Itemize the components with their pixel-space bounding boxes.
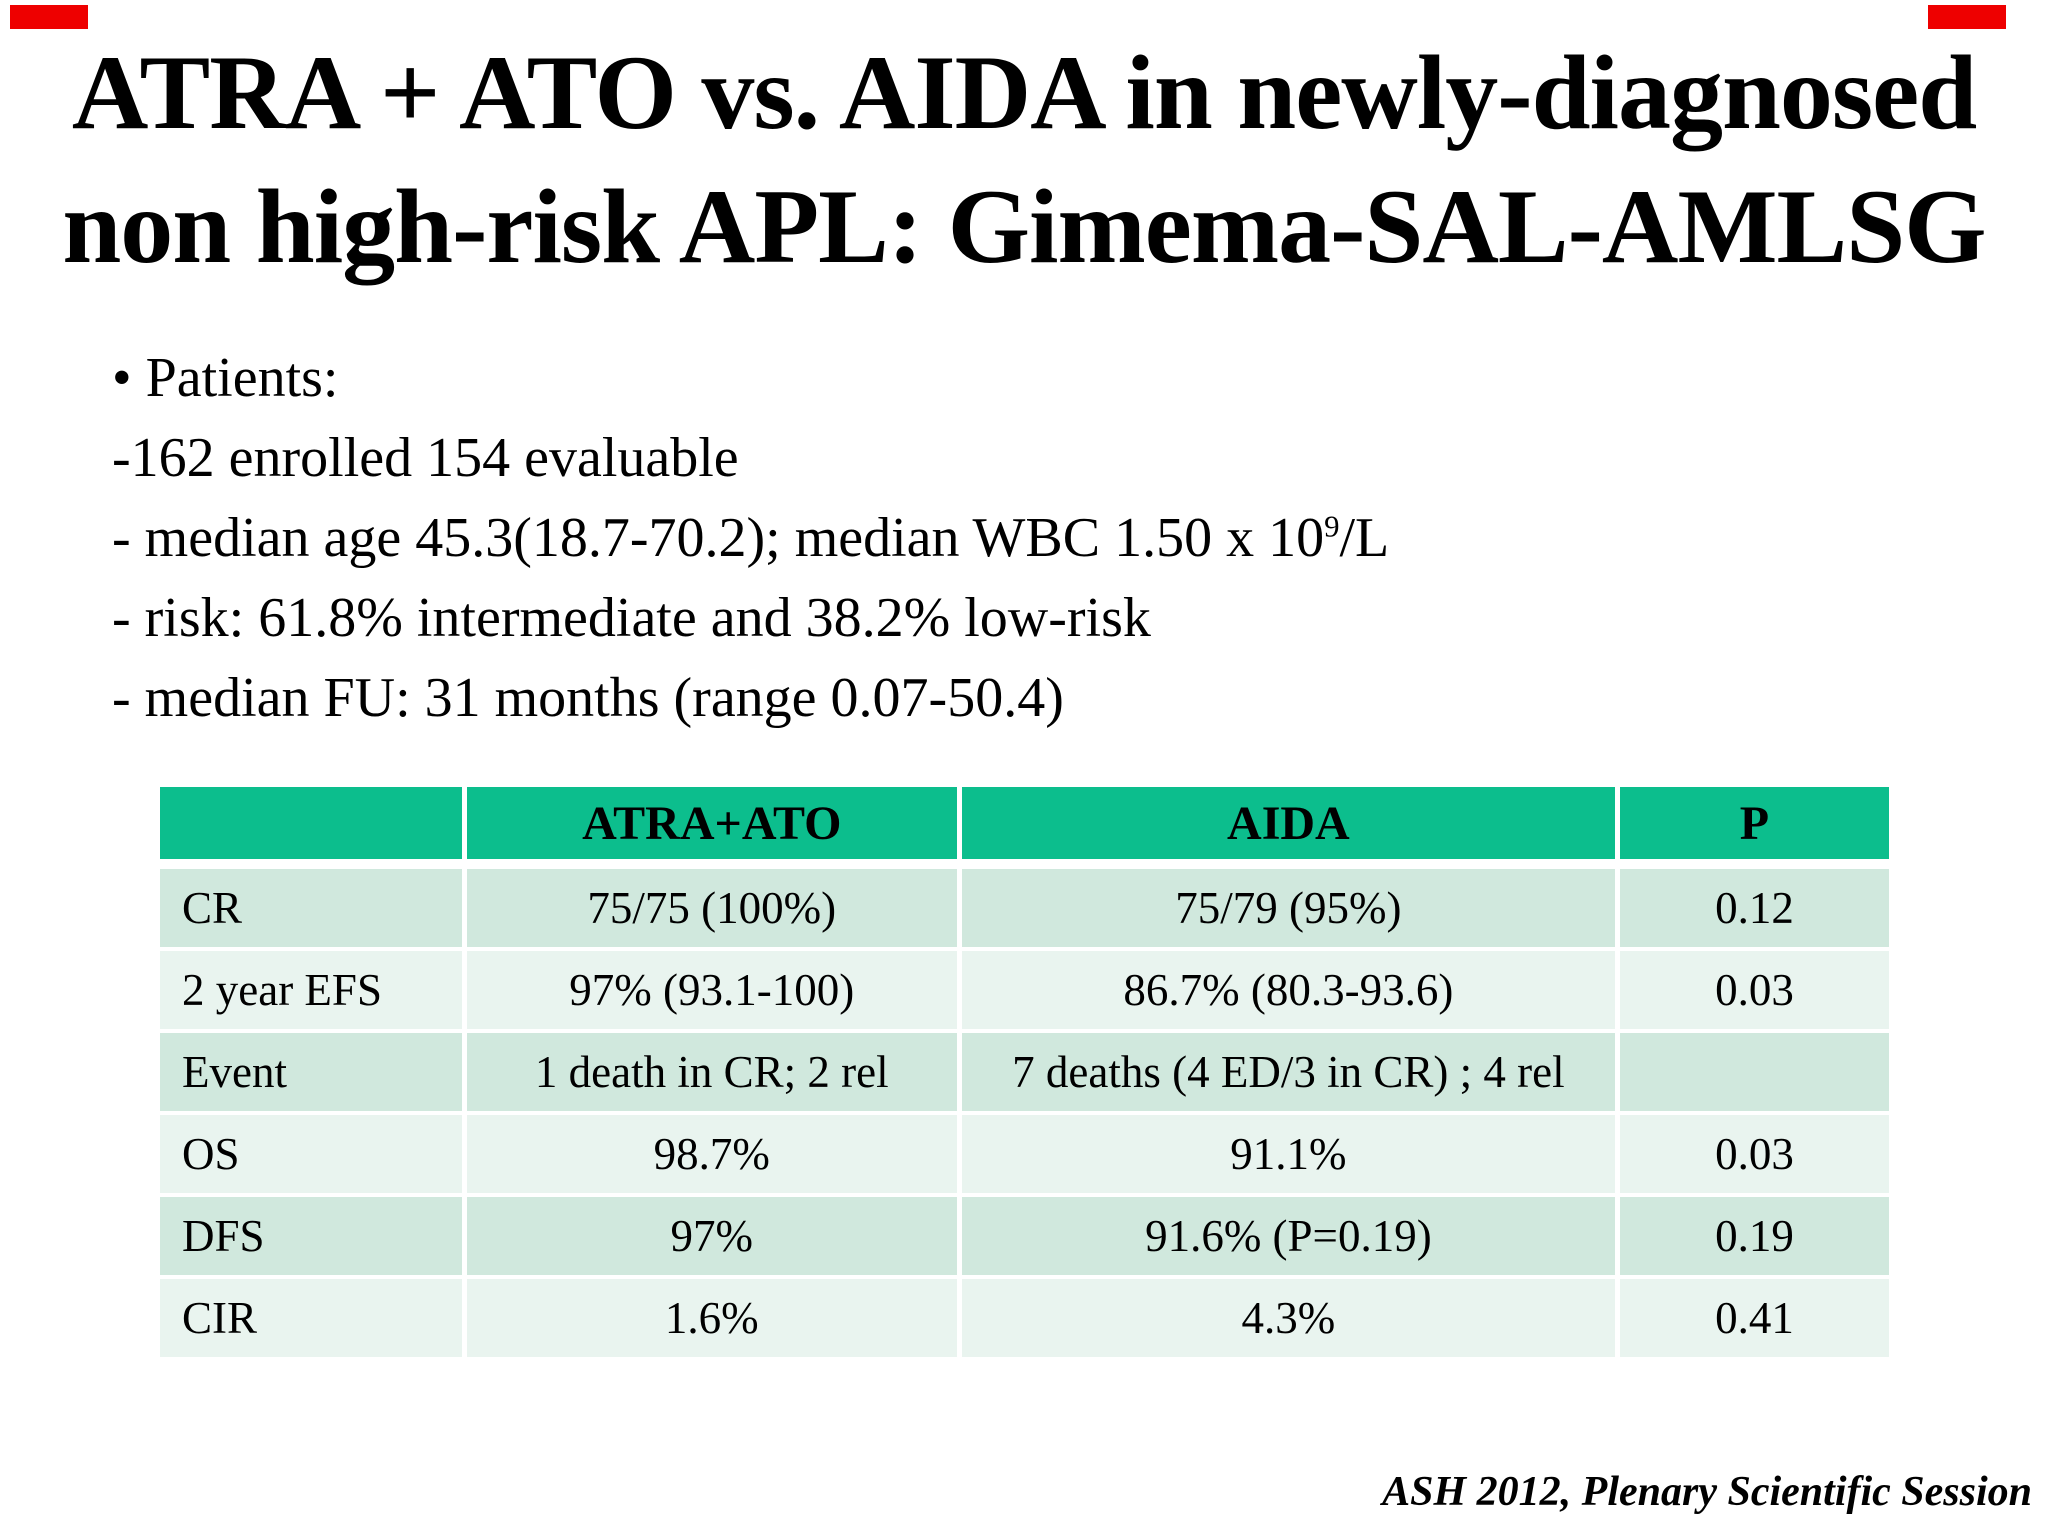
data-cell: 0.03 xyxy=(1619,1115,1889,1193)
column-header: ATRA+ATO xyxy=(466,787,957,865)
data-cell: 98.7% xyxy=(466,1115,957,1193)
bullet-line: -162 enrolled 154 evaluable xyxy=(112,418,1988,498)
row-label-cell: DFS xyxy=(160,1197,462,1275)
data-cell: 75/75 (100%) xyxy=(466,869,957,947)
slide-title-line-1: ATRA + ATO vs. AIDA in newly-diagnosed xyxy=(71,34,1977,151)
data-cell: 0.19 xyxy=(1619,1197,1889,1275)
bullet-text: -162 enrolled 154 evaluable xyxy=(112,427,739,489)
row-label-cell: CR xyxy=(160,869,462,947)
results-table: ATRA+ATO AIDA P CR 75/75 (100%) 75/79 (95%) 0… xyxy=(155,783,1894,1361)
patients-bullet-list: • Patients: -162 enrolled 154 evaluable - … xyxy=(112,338,1988,738)
table-row: OS 98.7% 91.1% 0.03 xyxy=(160,1115,1889,1193)
bullet-text: /L xyxy=(1339,507,1390,569)
bullet-line: • Patients: xyxy=(112,338,1988,418)
bullet-text: - risk: 61.8% intermediate and 38.2% low… xyxy=(112,587,1151,649)
column-header: P xyxy=(1619,787,1889,865)
data-cell: 0.12 xyxy=(1619,869,1889,947)
data-cell: 75/79 (95%) xyxy=(961,869,1615,947)
red-corner-mark-left xyxy=(10,5,88,29)
data-cell: 1 death in CR; 2 rel xyxy=(466,1033,957,1111)
data-cell: 97% xyxy=(466,1197,957,1275)
footer-credit: ASH 2012, Plenary Scientific Session xyxy=(1382,1469,2032,1515)
table-row: CR 75/75 (100%) 75/79 (95%) 0.12 xyxy=(160,869,1889,947)
table-row: Event 1 death in CR; 2 rel 7 deaths (4 ED/… xyxy=(160,1033,1889,1111)
bullet-text: • Patients: xyxy=(112,347,339,409)
table-row: DFS 97% 91.6% (P=0.19) 0.19 xyxy=(160,1197,1889,1275)
bullet-line: - median age 45.3(18.7-70.2); median WBC… xyxy=(112,498,1988,578)
data-cell: 97% (93.1-100) xyxy=(466,951,957,1029)
bullet-line: - median FU: 31 months (range 0.07-50.4) xyxy=(112,658,1988,738)
row-label-cell: Event xyxy=(160,1033,462,1111)
row-label-cell: OS xyxy=(160,1115,462,1193)
data-cell: 91.1% xyxy=(961,1115,1615,1193)
column-header xyxy=(160,787,462,865)
data-cell: 0.03 xyxy=(1619,951,1889,1029)
data-cell: 1.6% xyxy=(466,1279,957,1357)
column-header: AIDA xyxy=(961,787,1615,865)
slide-title: ATRA + ATO vs. AIDA in newly-diagnosed n… xyxy=(0,26,2048,293)
data-cell: 0.41 xyxy=(1619,1279,1889,1357)
data-cell: 7 deaths (4 ED/3 in CR) ; 4 rel xyxy=(961,1033,1615,1111)
bullet-text: - median age 45.3(18.7-70.2); median WBC… xyxy=(112,507,1325,569)
slide-title-line-2: non high-risk APL: Gimema-SAL-AMLSG xyxy=(62,167,1986,285)
superscript-text: 9 xyxy=(1324,509,1340,544)
row-label-cell: CIR xyxy=(160,1279,462,1357)
data-cell xyxy=(1619,1033,1889,1111)
red-corner-mark-right xyxy=(1928,5,2006,29)
table-row: 2 year EFS 97% (93.1-100) 86.7% (80.3-93.6… xyxy=(160,951,1889,1029)
data-cell: 86.7% (80.3-93.6) xyxy=(961,951,1615,1029)
bullet-text: - median FU: 31 months (range 0.07-50.4) xyxy=(112,667,1064,729)
table-row: CIR 1.6% 4.3% 0.41 xyxy=(160,1279,1889,1357)
bullet-line: - risk: 61.8% intermediate and 38.2% low… xyxy=(112,578,1988,658)
data-cell: 4.3% xyxy=(961,1279,1615,1357)
row-label-cell: 2 year EFS xyxy=(160,951,462,1029)
data-cell: 91.6% (P=0.19) xyxy=(961,1197,1615,1275)
